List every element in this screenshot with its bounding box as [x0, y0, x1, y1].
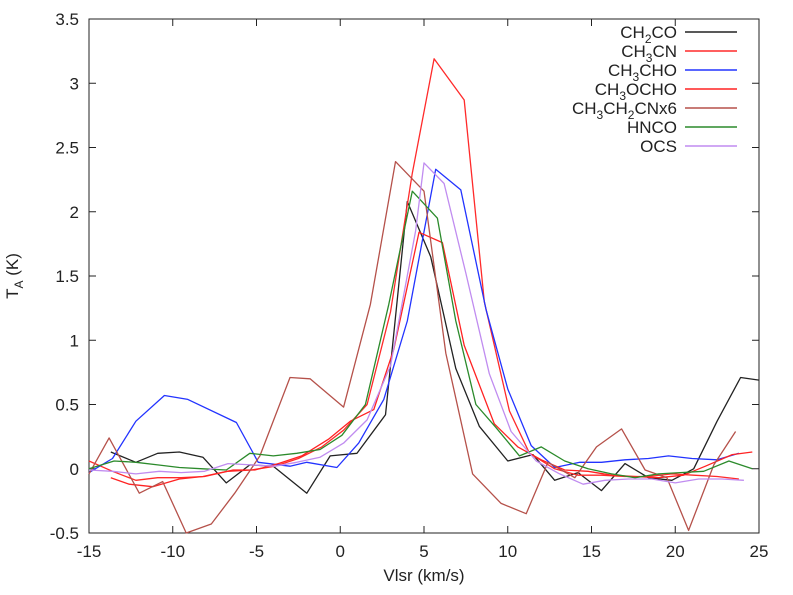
legend-label: HNCO: [627, 118, 677, 137]
x-tick-label: 25: [750, 542, 769, 561]
legend-label: CH3OCHO: [595, 80, 677, 103]
y-tick-label: 1.5: [55, 267, 79, 286]
axis-ticks: -15 -10 -5 0 5 10 15 20 25 -0.5 0 0.5 1 1.5 2 2.5 3 3.5: [50, 10, 769, 561]
x-tick-label: -5: [249, 542, 264, 561]
x-tick-label: -15: [77, 542, 102, 561]
series-line-ch3cho: [88, 168, 740, 474]
x-axis-label: Vlsr (km/s): [383, 566, 464, 585]
series-layer: [88, 58, 760, 534]
legend-entry: HNCO: [627, 118, 737, 137]
legend-entry: CH3CN: [621, 42, 737, 65]
legend-entry: CH3OCHO: [595, 80, 737, 103]
series-line-ch2co: [110, 200, 760, 494]
legend-label: CH3CHO: [608, 61, 677, 84]
legend-label: CH3CH2CNx6: [572, 99, 677, 122]
series-line-ocs: [88, 162, 744, 485]
legend-label: CH3CN: [621, 42, 677, 65]
legend-entry: OCS: [640, 137, 737, 156]
legend-entry: CH3CH2CNx6: [572, 99, 737, 122]
series-line-hnco: [88, 190, 753, 479]
y-tick-label: 1: [70, 331, 79, 350]
y-tick-label: 2.5: [55, 139, 79, 158]
x-tick-label: 0: [336, 542, 345, 561]
y-tick-label: 0: [70, 460, 79, 479]
x-tick-label: 10: [498, 542, 517, 561]
y-axis-label: TA (K): [3, 253, 26, 299]
y-tick-label: 3.5: [55, 10, 79, 29]
legend-label: OCS: [640, 137, 677, 156]
x-tick-label: 20: [666, 542, 685, 561]
legend-entry: CH3CHO: [608, 61, 737, 84]
x-tick-label: -10: [160, 542, 185, 561]
y-tick-label: 3: [70, 74, 79, 93]
legend-label: CH2CO: [620, 23, 677, 46]
x-tick-label: 15: [582, 542, 601, 561]
series-line-ch3ocho: [110, 231, 753, 488]
y-tick-label: -0.5: [50, 524, 79, 543]
series-line-ch3ch2cnx6: [88, 160, 737, 534]
legend-entry: CH2CO: [620, 23, 737, 46]
x-tick-label: 5: [419, 542, 428, 561]
y-tick-label: 2: [70, 203, 79, 222]
y-tick-label: 0.5: [55, 396, 79, 415]
